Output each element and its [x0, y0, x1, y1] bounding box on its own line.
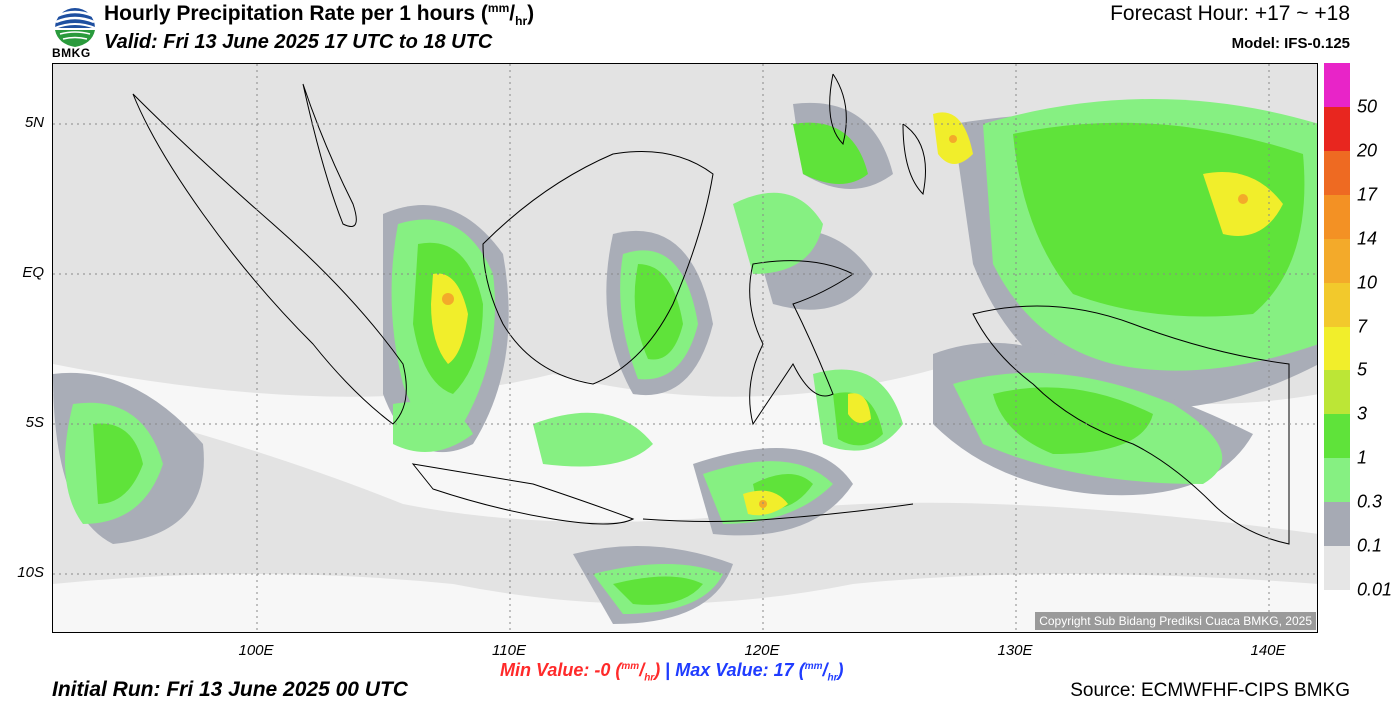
- lat-label-eq: EQ: [22, 264, 44, 281]
- colorbar-segment: [1324, 238, 1350, 284]
- min-max-values: Min Value: -0 (mm/hr) | Max Value: 17 (m…: [500, 660, 844, 684]
- max-value: 17: [773, 660, 794, 680]
- coastlines: [132, 73, 1290, 545]
- min-unit-den: hr: [644, 672, 655, 684]
- max-unit-den: hr: [827, 672, 838, 684]
- precipitation-map[interactable]: [52, 63, 1318, 633]
- colorbar: [1324, 63, 1350, 591]
- title-unit-num: mm: [487, 1, 510, 15]
- colorbar-segment: [1324, 194, 1350, 240]
- colorbar-segment: [1324, 414, 1350, 459]
- data-source: Source: ECMWFHF-CIPS BMKG: [1070, 680, 1350, 701]
- lon-label-110e: 110E: [492, 642, 526, 659]
- title-unit-den: hr: [515, 14, 528, 29]
- map-title: Hourly Precipitation Rate per 1 hours (m…: [104, 1, 535, 29]
- title-text: Hourly Precipitation Rate per 1 hours: [104, 2, 476, 25]
- lon-label-130e: 130E: [997, 642, 1033, 659]
- forecast-hour: Forecast Hour: +17 ~ +18: [1110, 2, 1350, 25]
- colorbar-segment: [1324, 502, 1350, 547]
- min-max-separator: |: [665, 660, 671, 680]
- lon-label-140e: 140E: [1250, 642, 1286, 659]
- colorbar-label: 5: [1357, 359, 1368, 380]
- initial-run: Initial Run: Fri 13 June 2025 00 UTC: [52, 678, 408, 701]
- colorbar-label: 50: [1357, 96, 1378, 117]
- valid-period: Valid: Fri 13 June 2025 17 UTC to 18 UTC: [104, 31, 493, 53]
- max-label: Max Value:: [675, 660, 769, 680]
- colorbar-label: 7: [1357, 316, 1368, 336]
- colorbar-segment: [1324, 370, 1350, 415]
- lon-label-100e: 100E: [238, 642, 274, 659]
- copyright-note: Copyright Sub Bidang Prediksi Cuaca BMKG…: [1035, 612, 1316, 630]
- colorbar-label: 3: [1357, 403, 1368, 424]
- colorbar-segment: [1324, 326, 1350, 371]
- colorbar-label: 10: [1357, 272, 1378, 293]
- colorbar-label: 0.1: [1357, 535, 1383, 556]
- colorbar-label: 20: [1357, 140, 1378, 161]
- min-value: -0: [594, 660, 611, 680]
- min-label: Min Value:: [500, 660, 590, 680]
- colorbar-label: 1: [1357, 447, 1368, 468]
- lat-label-5s: 5S: [25, 414, 44, 431]
- max-unit-num: mm: [804, 661, 823, 672]
- bmkg-logo: BMKG: [52, 0, 98, 60]
- colorbar-segment: [1324, 546, 1350, 591]
- lat-label-5n: 5N: [24, 114, 44, 131]
- colorbar-segment: [1324, 150, 1350, 196]
- rain-10-areas: [442, 135, 1248, 508]
- lon-label-120e: 120E: [744, 642, 780, 659]
- rain-1-areas: [93, 122, 1305, 605]
- colorbar-label: 0.3: [1357, 491, 1383, 512]
- colorbar-segment: [1324, 106, 1350, 152]
- lat-label-10s: 10S: [17, 564, 44, 581]
- min-unit-num: mm: [621, 661, 640, 672]
- colorbar-label: 14: [1357, 228, 1378, 249]
- colorbar-segment: [1324, 282, 1350, 327]
- graticule: [53, 64, 1317, 632]
- model-name: Model: IFS-0.125: [1231, 35, 1350, 52]
- colorbar-label: 17: [1357, 184, 1378, 205]
- colorbar-segment: [1324, 458, 1350, 503]
- logo-text: BMKG: [52, 46, 91, 60]
- colorbar-segment: [1324, 63, 1350, 108]
- colorbar-label: 0.01: [1357, 579, 1393, 600]
